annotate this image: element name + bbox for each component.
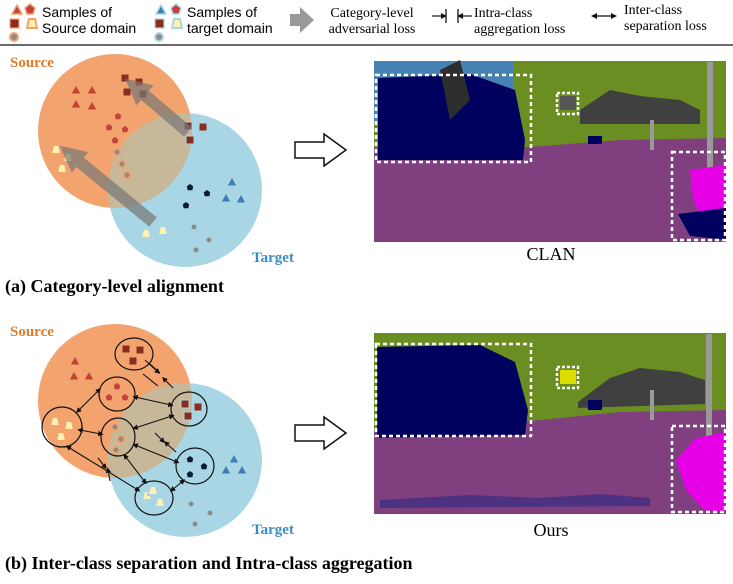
panel-a-highlight-sidewalk bbox=[670, 150, 727, 242]
panel-b-source-label: Source bbox=[10, 324, 54, 340]
panel-a-target-label: Target bbox=[252, 250, 294, 266]
panel-b-highlight-sidewalk bbox=[670, 424, 727, 514]
legend-target-label: Samples of target domain bbox=[187, 4, 273, 36]
panel-a: Source Target bbox=[5, 54, 727, 297]
legend: Samples of Source domain Samples of target… bbox=[0, 3, 733, 46]
panel-b-target-label: Target bbox=[252, 522, 294, 538]
legend-category-adversarial: Category-level adversarial loss bbox=[290, 6, 415, 37]
panel-b-transition-arrow bbox=[294, 415, 348, 451]
legend-intra-class: Intra-class aggregation loss bbox=[432, 6, 565, 37]
legend-source-samples: Samples of Source domain bbox=[9, 3, 136, 42]
panel-b-highlight-sign bbox=[555, 365, 580, 390]
panel-b-highlight-sky bbox=[374, 342, 533, 438]
panel-b-caption: (b) Inter-class separation and Intra-cla… bbox=[5, 553, 413, 574]
legend-category-adversarial-label: Category-level adversarial loss bbox=[329, 6, 416, 37]
panel-a-caption: (a) Category-level alignment bbox=[5, 276, 224, 297]
legend-inter-class-label: Inter-class separation loss bbox=[624, 3, 707, 34]
panel-b: Source Target bbox=[5, 324, 727, 574]
panel-b-segmentation-map bbox=[374, 333, 727, 514]
panel-a-transition-arrow bbox=[294, 132, 348, 168]
panel-a-target-samples bbox=[139, 121, 247, 255]
legend-intra-class-label: Intra-class aggregation loss bbox=[474, 6, 565, 37]
panel-a-segmentation-map bbox=[374, 60, 727, 242]
panel-a-highlight-sign bbox=[555, 91, 580, 116]
panel-a-highlight-sky bbox=[374, 73, 533, 164]
panel-b-method-label: Ours bbox=[534, 520, 569, 540]
panel-a-source-label: Source bbox=[10, 55, 54, 71]
panel-b-intra-class-arrows bbox=[97, 359, 177, 482]
panel-b-inter-class-arrows bbox=[65, 388, 186, 492]
panel-a-method-label: CLAN bbox=[527, 244, 576, 264]
legend-target-samples: Samples of target domain bbox=[154, 3, 273, 42]
legend-inter-class: Inter-class separation loss bbox=[591, 3, 707, 34]
panel-a-adversarial-arrows bbox=[59, 78, 192, 227]
panel-b-target-samples bbox=[140, 399, 248, 529]
legend-source-label: Samples of Source domain bbox=[42, 4, 136, 36]
